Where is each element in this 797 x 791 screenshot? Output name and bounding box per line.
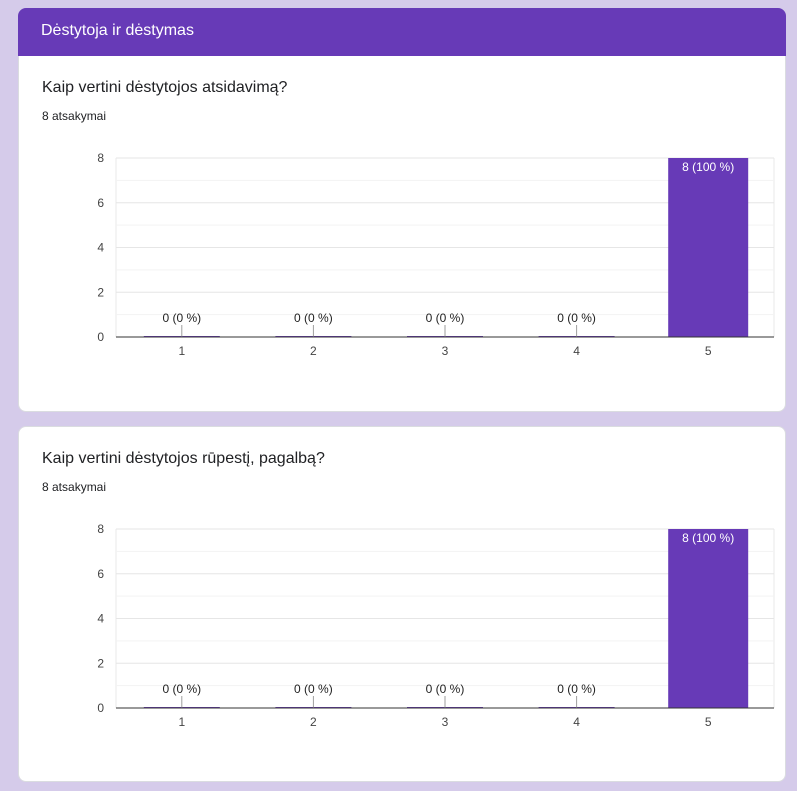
- question-card-1: Kaip vertini dėstytojos atsidavimą? 8 at…: [18, 56, 786, 412]
- data-label: 8 (100 %): [682, 160, 734, 174]
- data-label: 0 (0 %): [162, 682, 201, 696]
- data-label: 0 (0 %): [426, 682, 465, 696]
- y-tick-label: 2: [97, 285, 104, 299]
- data-label: 0 (0 %): [294, 311, 333, 325]
- x-tick-label: 4: [573, 715, 580, 729]
- x-tick-label: 4: [573, 344, 580, 358]
- data-label: 8 (100 %): [682, 531, 734, 545]
- question-title: Kaip vertini dėstytojos atsidavimą?: [42, 79, 288, 96]
- bar: [668, 529, 749, 708]
- y-tick-label: 8: [97, 151, 104, 165]
- y-tick-label: 6: [97, 196, 104, 210]
- x-tick-label: 3: [442, 715, 449, 729]
- y-tick-label: 6: [97, 567, 104, 581]
- y-tick-label: 4: [97, 241, 104, 255]
- data-label: 0 (0 %): [294, 682, 333, 696]
- question-title: Kaip vertini dėstytojos rūpestį, pagalbą…: [42, 450, 325, 467]
- x-tick-label: 3: [442, 344, 449, 358]
- x-tick-label: 1: [178, 344, 185, 358]
- response-count: 8 atsakymai: [42, 109, 107, 123]
- x-tick-label: 5: [705, 344, 712, 358]
- data-label: 0 (0 %): [162, 311, 201, 325]
- section-header: Dėstytoja ir dėstymas: [18, 8, 786, 56]
- y-tick-label: 0: [97, 701, 104, 715]
- x-tick-label: 2: [310, 715, 317, 729]
- bar: [668, 158, 749, 337]
- y-tick-label: 4: [97, 612, 104, 626]
- x-tick-label: 5: [705, 715, 712, 729]
- section-title: Dėstytoja ir dėstymas: [41, 22, 194, 39]
- data-label: 0 (0 %): [426, 311, 465, 325]
- y-tick-label: 8: [97, 522, 104, 536]
- bar-chart: 0 2 4 6 8 0 (0 %) 1 0 (0 %) 2 0 (0 %) 3 0 (0 %) 4 8 (…: [97, 151, 775, 358]
- response-count: 8 atsakymai: [42, 480, 107, 494]
- question-card-2: Kaip vertini dėstytojos rūpestį, pagalbą…: [18, 426, 786, 782]
- x-tick-label: 2: [310, 344, 317, 358]
- x-tick-label: 1: [178, 715, 185, 729]
- data-label: 0 (0 %): [557, 682, 596, 696]
- data-label: 0 (0 %): [557, 311, 596, 325]
- bar-chart: 0 2 4 6 8 0 (0 %) 1 0 (0 %) 2 0 (0 %) 3 0 (0 %) 4 8 (…: [97, 522, 775, 729]
- y-tick-label: 0: [97, 330, 104, 344]
- y-tick-label: 2: [97, 656, 104, 670]
